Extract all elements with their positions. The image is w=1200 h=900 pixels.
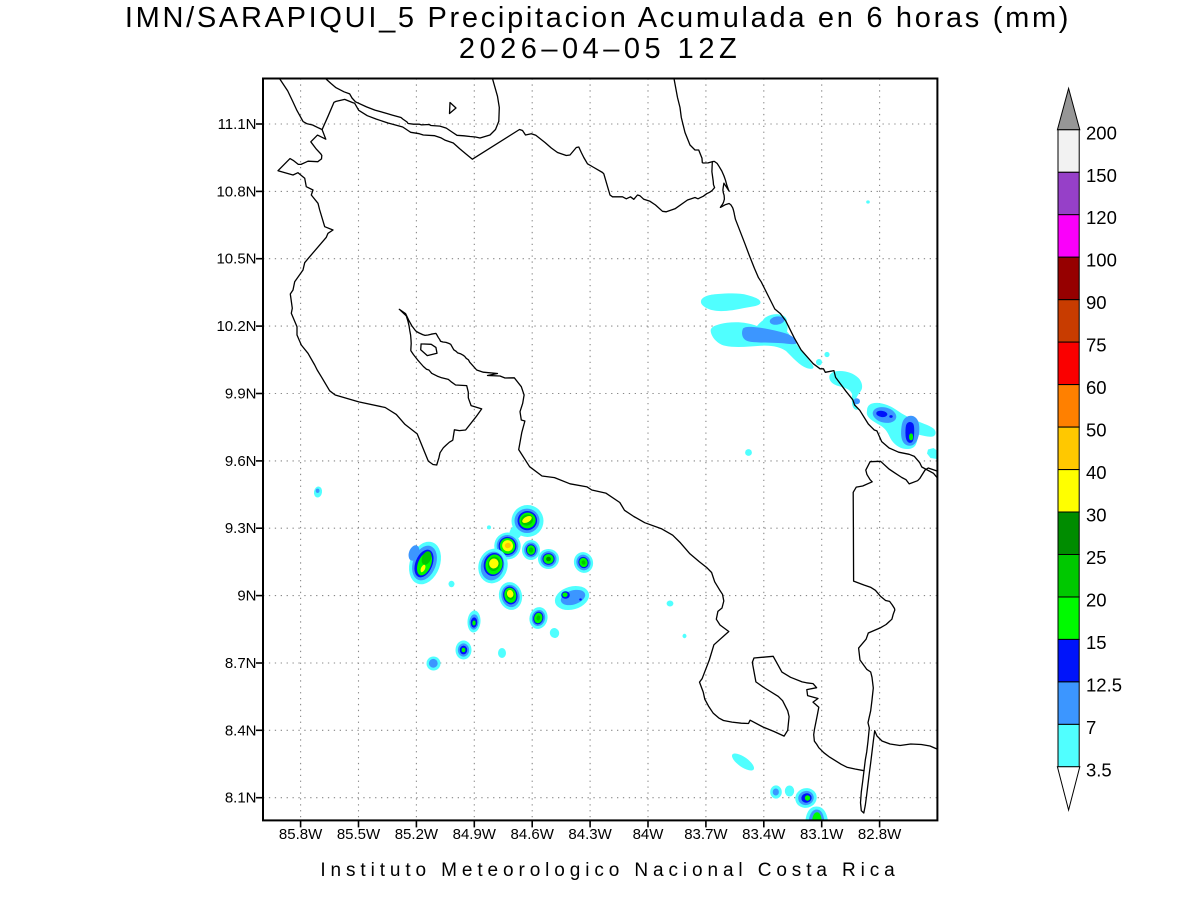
svg-text:10.8N: 10.8N xyxy=(216,183,256,200)
svg-text:11.1N: 11.1N xyxy=(218,116,257,133)
svg-text:30: 30 xyxy=(1086,505,1107,526)
svg-text:3.5: 3.5 xyxy=(1086,759,1112,780)
svg-text:60: 60 xyxy=(1086,377,1107,398)
svg-text:200: 200 xyxy=(1086,122,1117,143)
svg-text:8.1N: 8.1N xyxy=(225,790,257,807)
svg-text:83.4W: 83.4W xyxy=(742,826,786,843)
svg-text:85.8W: 85.8W xyxy=(279,826,323,843)
svg-text:40: 40 xyxy=(1086,462,1107,483)
svg-text:2026–04–05 12Z: 2026–04–05 12Z xyxy=(459,33,741,65)
svg-text:84.6W: 84.6W xyxy=(511,826,555,843)
svg-text:85.5W: 85.5W xyxy=(337,826,381,843)
svg-text:8.4N: 8.4N xyxy=(225,722,257,739)
svg-text:8.7N: 8.7N xyxy=(225,655,257,672)
svg-text:83.7W: 83.7W xyxy=(684,826,728,843)
svg-text:85.2W: 85.2W xyxy=(395,826,439,843)
svg-text:10.2N: 10.2N xyxy=(216,318,256,335)
svg-text:7: 7 xyxy=(1086,717,1096,738)
svg-text:150: 150 xyxy=(1086,165,1117,186)
svg-text:15: 15 xyxy=(1086,632,1107,653)
svg-text:9N: 9N xyxy=(237,588,256,605)
svg-text:84.3W: 84.3W xyxy=(568,826,612,843)
svg-text:9.6N: 9.6N xyxy=(225,453,257,470)
svg-text:82.8W: 82.8W xyxy=(858,826,902,843)
svg-text:Instituto Meteorologico Nacion: Instituto Meteorologico Nacional Costa R… xyxy=(320,860,899,881)
svg-text:25: 25 xyxy=(1086,547,1107,568)
svg-text:83.1W: 83.1W xyxy=(800,826,844,843)
svg-text:IMN/SARAPIQUI_5 Precipitacion: IMN/SARAPIQUI_5 Precipitacion Acumulada … xyxy=(125,2,1071,34)
svg-text:100: 100 xyxy=(1086,250,1117,271)
svg-text:120: 120 xyxy=(1086,207,1117,228)
svg-text:12.5: 12.5 xyxy=(1086,674,1122,695)
svg-text:10.5N: 10.5N xyxy=(216,251,256,268)
svg-text:50: 50 xyxy=(1086,420,1107,441)
svg-text:75: 75 xyxy=(1086,335,1107,356)
svg-text:9.3N: 9.3N xyxy=(225,520,257,537)
svg-text:90: 90 xyxy=(1086,292,1107,313)
svg-text:20: 20 xyxy=(1086,590,1107,611)
svg-text:84W: 84W xyxy=(633,826,665,843)
svg-text:9.9N: 9.9N xyxy=(225,386,257,403)
svg-text:84.9W: 84.9W xyxy=(453,826,497,843)
